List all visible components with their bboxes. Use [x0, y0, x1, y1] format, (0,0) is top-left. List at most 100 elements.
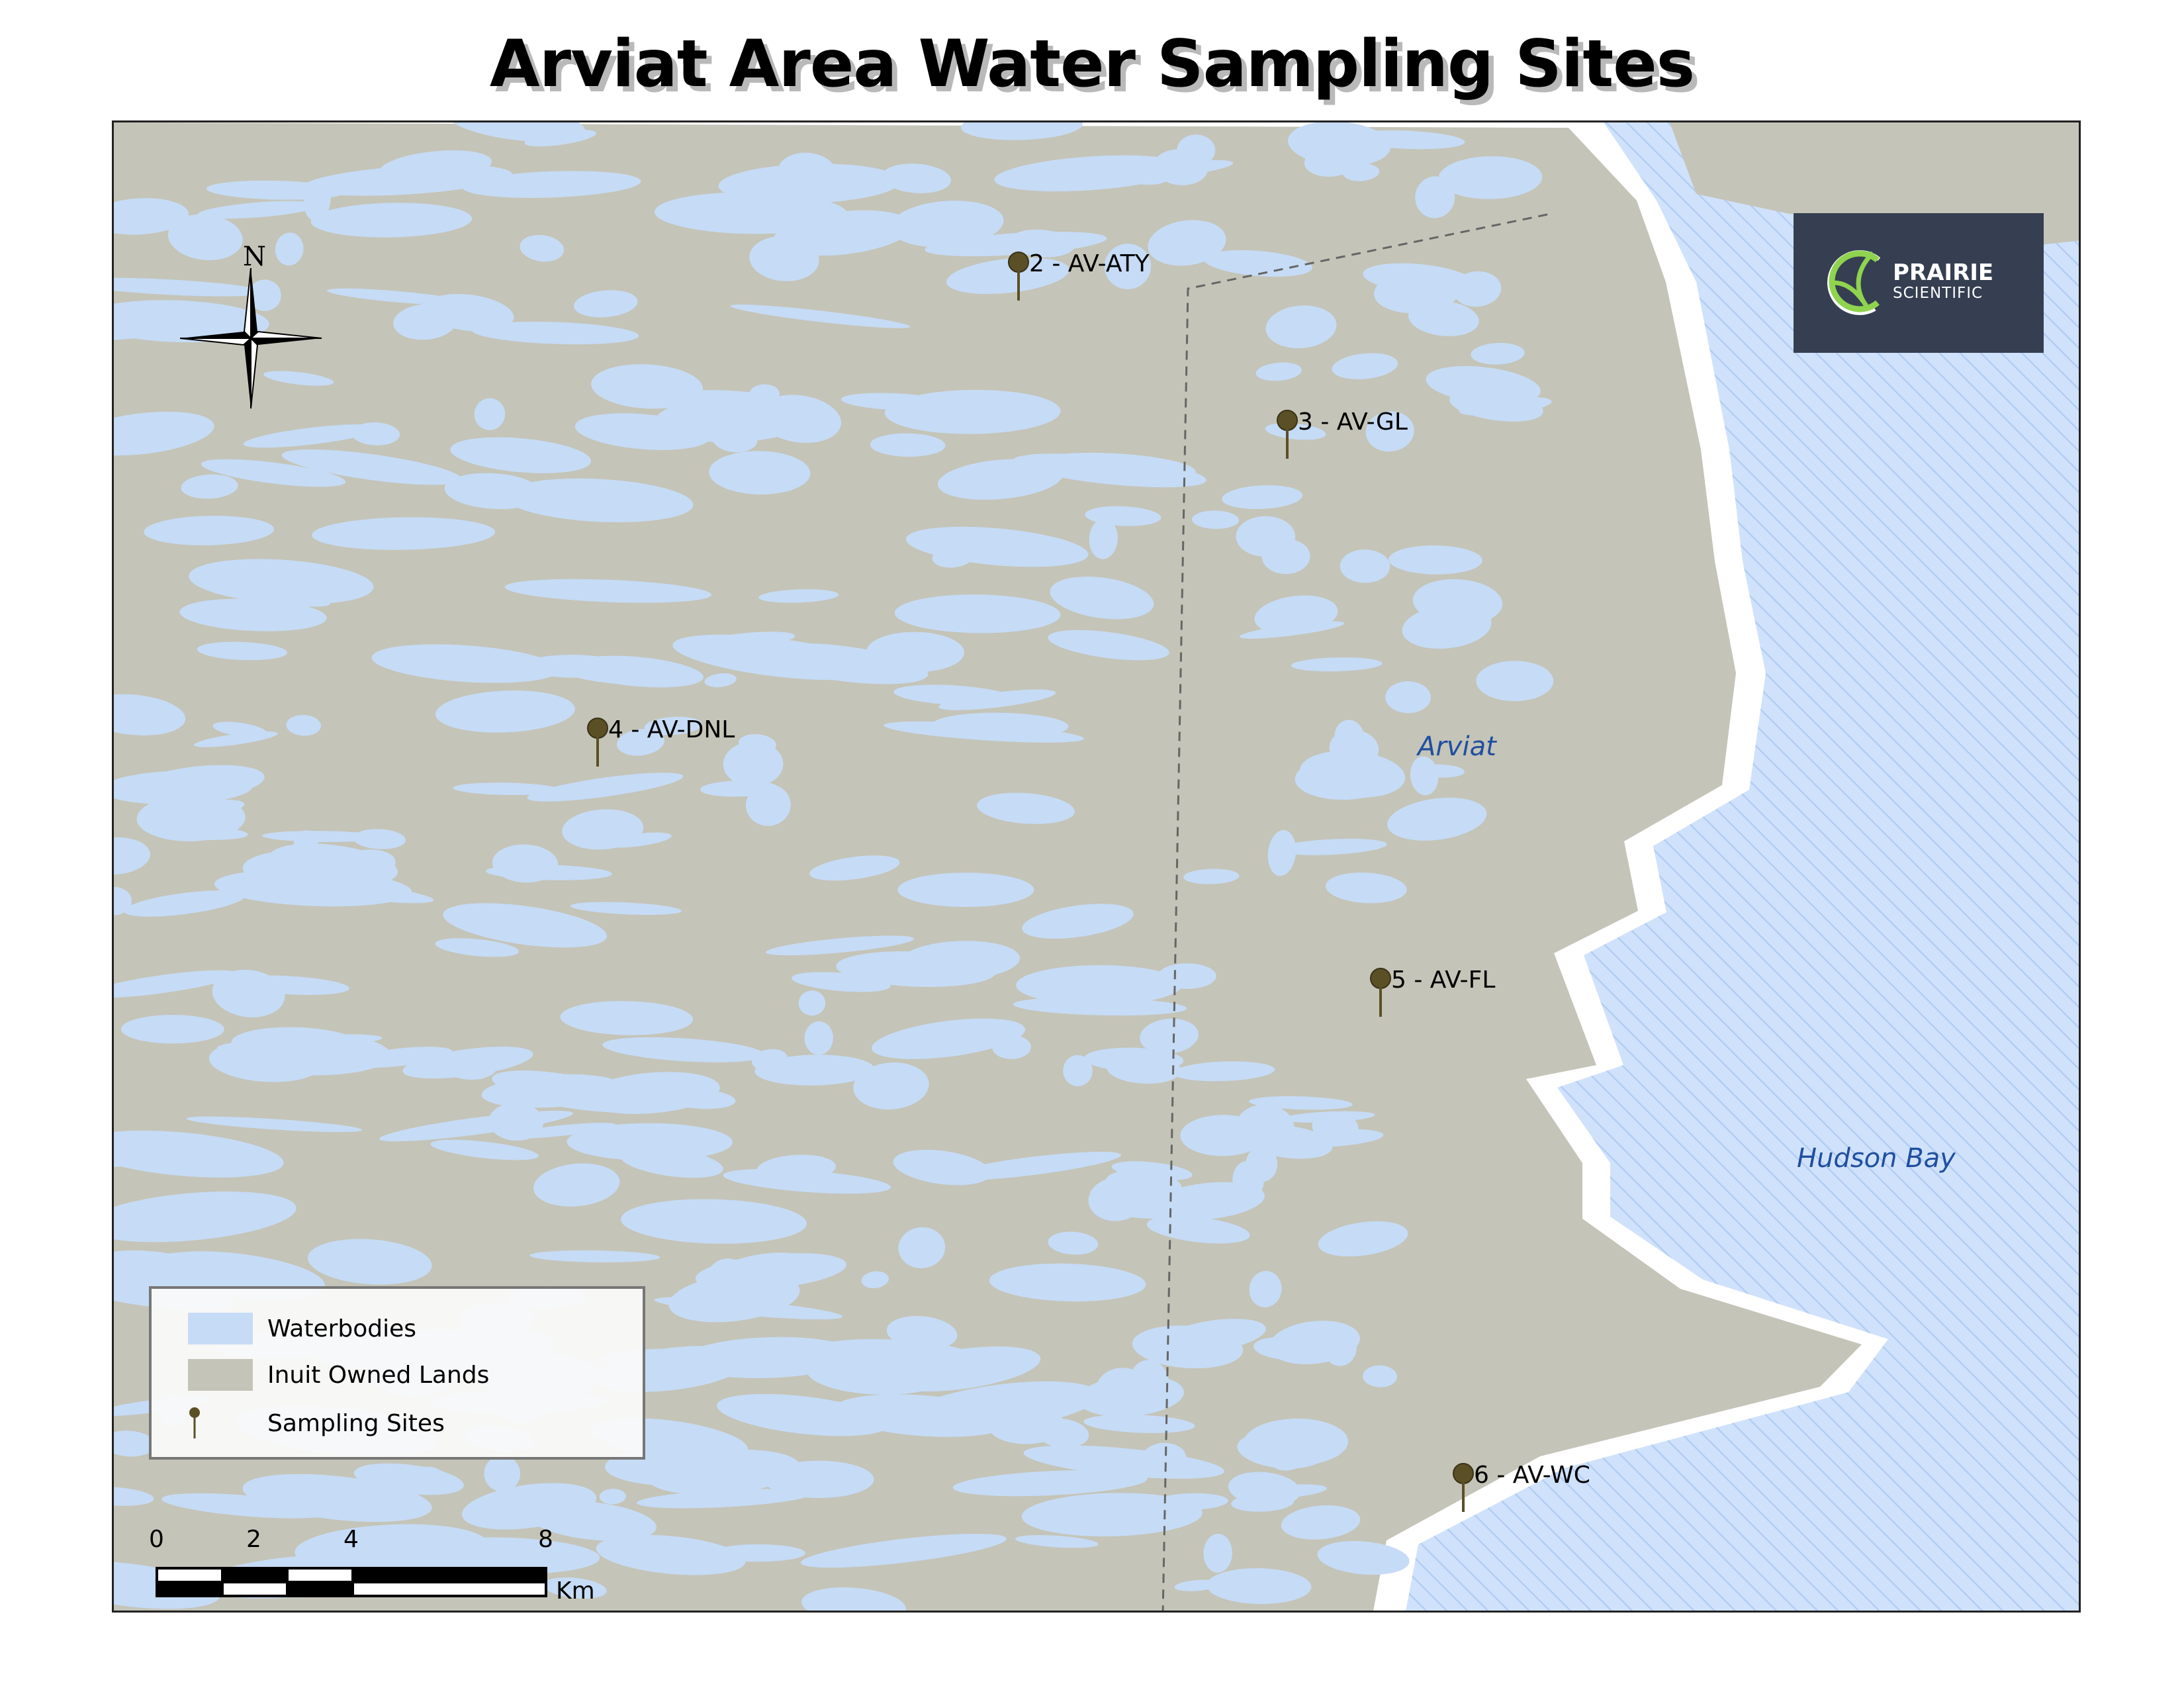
- pin-icon: [1008, 252, 1029, 301]
- lake: [1015, 1534, 1099, 1548]
- lake: [1148, 220, 1226, 266]
- lake: [616, 729, 665, 756]
- lake: [1237, 1432, 1326, 1469]
- lake: [1267, 829, 1297, 876]
- lake: [212, 969, 285, 1017]
- lake: [718, 164, 901, 204]
- lake: [533, 1163, 620, 1207]
- lake: [1036, 1419, 1089, 1448]
- lake: [197, 201, 320, 219]
- lake: [430, 1139, 539, 1160]
- lake: [1022, 904, 1134, 939]
- lake: [773, 210, 913, 256]
- lake: [114, 198, 189, 235]
- lake: [120, 1015, 224, 1044]
- lake: [893, 684, 1013, 706]
- lake: [286, 714, 322, 736]
- lake: [1084, 1047, 1184, 1072]
- legend-item-sampling-sites: Sampling Sites: [188, 1407, 445, 1440]
- lake: [353, 1463, 464, 1495]
- place-label-hudson-bay: Hudson Bay: [1797, 1143, 1956, 1174]
- lake: [181, 474, 238, 499]
- scale-tick: 2: [246, 1526, 261, 1553]
- sampling-site-label: 3 - AV-GL: [1298, 408, 1408, 436]
- lake: [1132, 1325, 1244, 1369]
- lake: [810, 1338, 978, 1371]
- lake: [447, 122, 586, 142]
- land-swatch: [188, 1359, 253, 1391]
- lake: [161, 1493, 332, 1519]
- lake: [506, 1080, 660, 1113]
- lake: [1365, 411, 1414, 452]
- lake: [243, 424, 381, 448]
- scale-tick: 0: [149, 1526, 164, 1553]
- lake: [992, 1035, 1031, 1059]
- scale-unit: Km: [556, 1577, 595, 1605]
- lake: [312, 517, 496, 550]
- legend-label: Inuit Owned Lands: [267, 1361, 490, 1389]
- lake: [1276, 839, 1387, 855]
- lake: [1191, 510, 1240, 530]
- lake: [414, 156, 469, 186]
- lake: [1387, 798, 1487, 841]
- lake: [599, 1489, 626, 1505]
- lake: [894, 594, 1061, 633]
- logo-text-line2: SCIENTIFIC: [1893, 285, 1983, 302]
- lake: [766, 935, 915, 956]
- lake: [1287, 122, 1391, 167]
- lake: [941, 1151, 1122, 1181]
- lake: [1255, 362, 1302, 381]
- lake: [1412, 579, 1503, 625]
- lake: [197, 641, 288, 661]
- lake: [1232, 1160, 1264, 1201]
- scale-tick: 8: [538, 1526, 553, 1553]
- lake: [1340, 549, 1390, 583]
- lake: [1048, 1231, 1099, 1255]
- pin-icon: [1370, 968, 1391, 1017]
- lake: [1452, 271, 1502, 307]
- logo-text-line1: PRAIRIE: [1893, 259, 1994, 286]
- lake: [1476, 661, 1554, 702]
- lake: [124, 890, 246, 917]
- waterbodies: [114, 122, 1554, 1611]
- lake: [804, 1021, 833, 1055]
- lake: [898, 1227, 946, 1268]
- lake: [1142, 1442, 1186, 1472]
- lake: [492, 844, 559, 883]
- lake: [1234, 1484, 1327, 1500]
- lake: [960, 122, 1083, 140]
- lake: [1016, 965, 1183, 1005]
- scale-bar: 0 2 4 8 Km: [149, 1526, 619, 1605]
- logo-leaf-icon: [1827, 250, 1892, 315]
- lake: [1295, 756, 1396, 800]
- lake: [1324, 1329, 1357, 1366]
- lake: [263, 371, 334, 386]
- lake: [798, 990, 826, 1016]
- lake: [351, 422, 400, 445]
- lake: [1153, 149, 1208, 185]
- lake: [723, 1168, 891, 1194]
- lake: [248, 279, 281, 311]
- lake: [655, 395, 813, 443]
- lake: [504, 579, 712, 603]
- lake: [1291, 657, 1383, 672]
- lake: [462, 171, 641, 198]
- lake: [262, 831, 383, 843]
- lake: [1410, 756, 1439, 796]
- lake: [705, 1258, 751, 1304]
- lake: [564, 663, 676, 685]
- lake: [1326, 872, 1407, 904]
- map-frame[interactable]: Arviat Hudson Bay 2 - AV-ATY 3 - AV-GL 4 -…: [112, 120, 2081, 1613]
- lake: [977, 792, 1075, 824]
- lake: [1103, 164, 1168, 185]
- lake: [946, 258, 1069, 295]
- lake: [1343, 164, 1380, 181]
- sampling-site-label: 4 - AV-DNL: [608, 716, 735, 743]
- lake: [596, 1534, 746, 1575]
- lake: [1253, 1336, 1319, 1360]
- place-label-arviat: Arviat: [1418, 731, 1496, 762]
- lake: [1334, 720, 1364, 753]
- lake: [453, 782, 560, 796]
- lake: [1013, 997, 1187, 1016]
- lake: [884, 721, 1084, 743]
